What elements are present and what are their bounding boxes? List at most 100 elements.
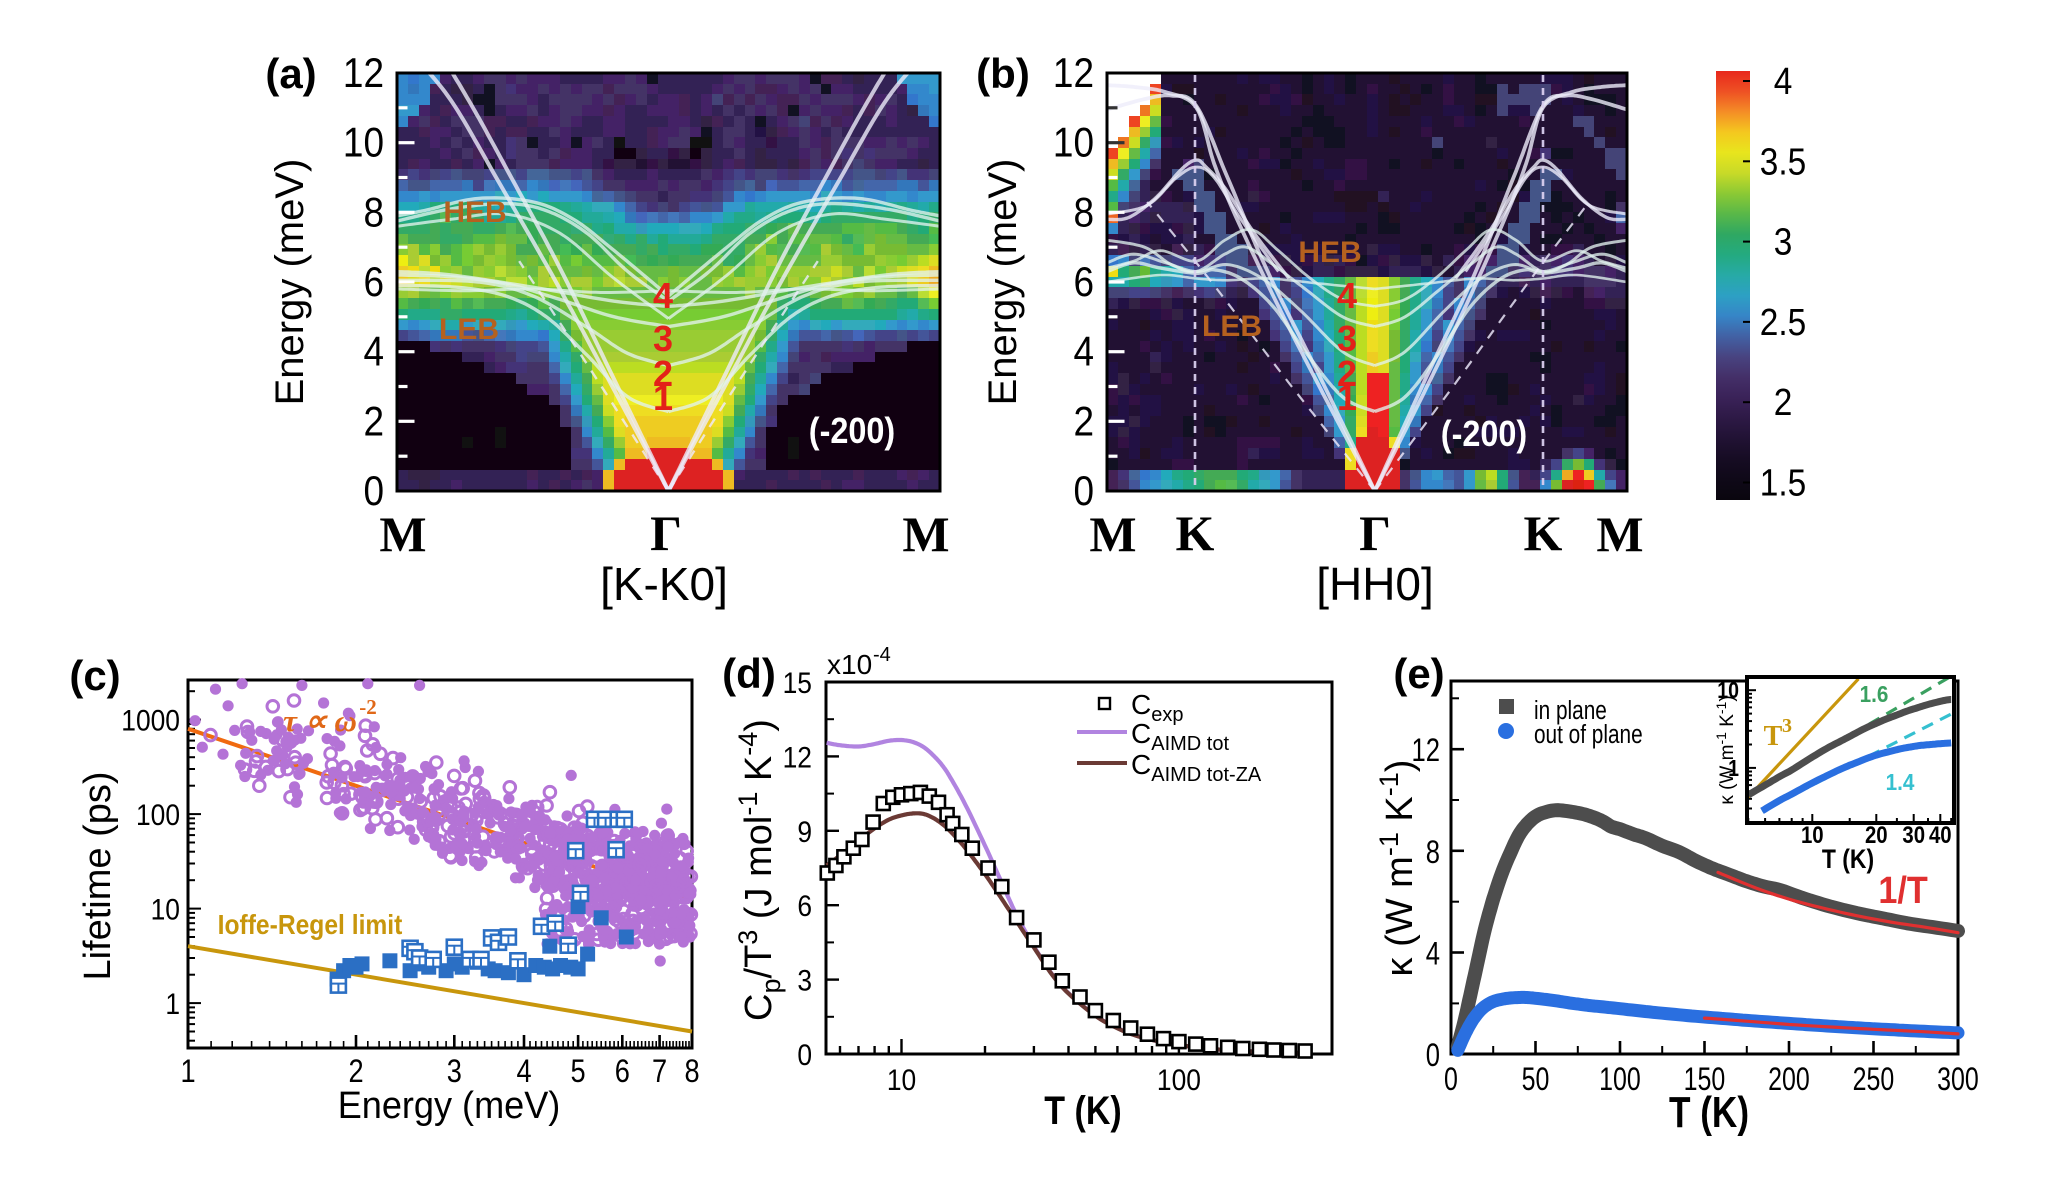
svg-text:4: 4 [363,329,384,376]
svg-text:4: 4 [1073,329,1094,376]
svg-text:10: 10 [1717,678,1739,704]
svg-text:Energy (meV): Energy (meV) [268,159,312,406]
svg-text:4: 4 [1774,60,1793,102]
svg-text:3: 3 [1774,221,1793,263]
svg-text:x10: x10 [827,649,872,680]
svg-text:4: 4 [1426,937,1440,972]
svg-text:3: 3 [1782,715,1792,737]
svg-text:1: 1 [1728,755,1739,781]
svg-text:3: 3 [1337,318,1357,359]
svg-text:1.5: 1.5 [1760,462,1806,504]
svg-text:150: 150 [1684,1062,1726,1098]
svg-text:15: 15 [783,665,812,699]
svg-text:τ ∝ ω: τ ∝ ω [283,703,357,738]
svg-text:1.4: 1.4 [1886,769,1916,795]
svg-text:2: 2 [348,1054,363,1090]
svg-text:3: 3 [447,1054,462,1090]
svg-text:30: 30 [1902,821,1925,848]
svg-text:6: 6 [1073,259,1094,306]
svg-text:2: 2 [1774,381,1793,423]
svg-text:Lifetime (ps): Lifetime (ps) [77,771,119,980]
svg-text:(e): (e) [1393,650,1444,697]
svg-text:1000: 1000 [121,703,180,737]
svg-text:1: 1 [1337,377,1357,418]
svg-text:10: 10 [887,1062,916,1096]
svg-text:HEB: HEB [1298,236,1361,269]
svg-text:2: 2 [653,353,673,394]
svg-text:0: 0 [1426,1039,1440,1074]
svg-text:10: 10 [1801,821,1824,848]
svg-text:100: 100 [136,797,180,831]
svg-text:10: 10 [1053,120,1094,167]
svg-text:1/T: 1/T [1878,868,1927,911]
svg-text:12: 12 [343,50,384,97]
svg-text:0: 0 [1444,1062,1458,1098]
svg-text:T: T [1764,721,1783,752]
svg-text:M: M [1089,506,1136,562]
svg-text:200: 200 [1768,1062,1810,1098]
svg-text:M: M [1596,506,1643,562]
svg-text:(-200): (-200) [1441,414,1527,454]
svg-text:LEB: LEB [439,313,499,346]
svg-text:(b): (b) [976,50,1030,97]
svg-text:0: 0 [797,1037,812,1071]
svg-text:2.5: 2.5 [1760,301,1806,343]
svg-text:40: 40 [1929,821,1952,848]
svg-text:2: 2 [1073,398,1094,445]
svg-text:Γ: Γ [650,505,682,561]
svg-text:3: 3 [653,318,673,359]
svg-text:1: 1 [165,986,180,1020]
svg-text:3.5: 3.5 [1760,140,1806,182]
svg-text:[K-K0]: [K-K0] [600,558,728,610]
svg-text:(c): (c) [69,652,120,699]
svg-text:[HH0]: [HH0] [1316,558,1434,610]
svg-text:100: 100 [1157,1062,1201,1096]
svg-text:4: 4 [1337,275,1357,316]
svg-text:(-200): (-200) [809,411,895,451]
svg-text:M: M [902,506,949,562]
svg-text:20: 20 [1865,821,1888,848]
svg-text:7: 7 [652,1054,667,1090]
svg-text:K: K [1524,505,1563,561]
svg-text:8: 8 [363,189,384,236]
svg-text:-4: -4 [873,644,891,666]
svg-text:0: 0 [363,468,384,515]
svg-text:out of plane: out of plane [1534,720,1643,749]
svg-text:Γ: Γ [1359,505,1391,561]
svg-text:1: 1 [180,1054,195,1090]
svg-text:(a): (a) [265,50,316,97]
svg-text:Energy (meV): Energy (meV) [981,159,1025,406]
svg-text:5: 5 [571,1054,586,1090]
svg-text:2: 2 [363,398,384,445]
svg-text:κ (W m-1 K-1): κ (W m-1 K-1) [1713,695,1738,804]
svg-text:Ioffe-Regel limit: Ioffe-Regel limit [218,909,403,941]
svg-text:in plane: in plane [1534,696,1607,725]
svg-text:Energy (meV): Energy (meV) [338,1083,561,1126]
svg-text:M: M [379,506,426,562]
svg-text:9: 9 [797,814,812,848]
svg-text:4: 4 [653,275,673,316]
svg-text:12: 12 [1412,734,1440,769]
svg-text:12: 12 [783,740,812,774]
svg-text:0: 0 [1073,468,1094,515]
svg-text:50: 50 [1522,1062,1550,1098]
svg-text:-2: -2 [359,695,377,719]
svg-text:(d): (d) [722,650,776,697]
svg-text:6: 6 [615,1054,630,1090]
svg-text:10: 10 [151,892,180,926]
svg-text:3: 3 [797,963,812,997]
svg-text:T (K): T (K) [1822,844,1874,874]
svg-text:1: 1 [653,377,673,418]
svg-text:4: 4 [516,1054,531,1090]
svg-text:8: 8 [684,1054,699,1090]
svg-text:10: 10 [343,120,384,167]
svg-text:T (K): T (K) [1669,1088,1749,1137]
svg-text:LEB: LEB [1202,310,1262,343]
svg-text:2: 2 [1337,353,1357,394]
svg-text:8: 8 [1073,189,1094,236]
svg-text:100: 100 [1599,1062,1641,1098]
svg-text:6: 6 [363,259,384,306]
svg-text:1.6: 1.6 [1860,681,1889,707]
svg-text:8: 8 [1426,835,1440,870]
svg-text:T (K): T (K) [1044,1087,1121,1132]
